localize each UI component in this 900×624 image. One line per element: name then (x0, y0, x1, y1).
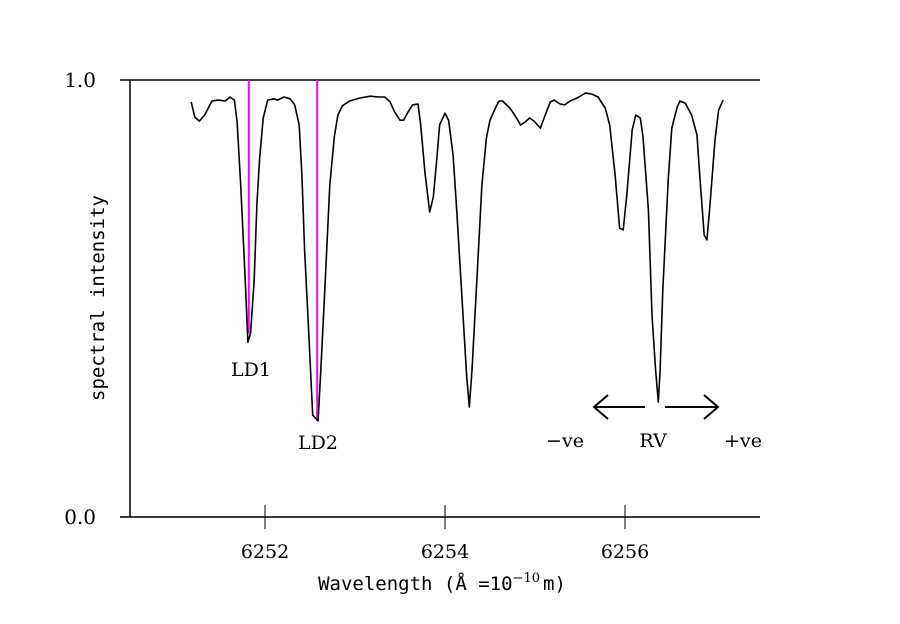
marker-label-ld1: LD1 (231, 359, 271, 381)
y-axis-label: spectral intensity (87, 195, 109, 401)
x-tick-label: 6252 (241, 541, 289, 563)
y-tick-label: 1.0 (64, 68, 96, 92)
x-axis-label-main: Wavelength (Å =10 (318, 572, 512, 595)
marker-label-ld2: LD2 (298, 432, 338, 454)
x-axis-label-unit: m) (543, 573, 566, 595)
right-arrow (665, 394, 720, 420)
x-axis-label-exponent: −10 (513, 571, 540, 586)
annotation-neg-ve: −ve (546, 430, 584, 452)
x-axis-label: Wavelength (Å =10−10 m) (318, 571, 566, 595)
x-tick-label: 6256 (601, 541, 649, 563)
rv-arrows (592, 394, 720, 420)
spectrum-line (190, 92, 724, 422)
annotation-rv: RV (639, 430, 667, 452)
annotation-pos-ve: +ve (724, 430, 762, 452)
line-markers (247, 80, 319, 421)
x-tick-label: 6254 (421, 541, 469, 563)
y-tick-label: 0.0 (64, 505, 96, 529)
axes (120, 79, 760, 518)
left-arrow (592, 394, 645, 420)
ticks: 6252 6254 6256 0.0 1.0 (64, 68, 649, 563)
